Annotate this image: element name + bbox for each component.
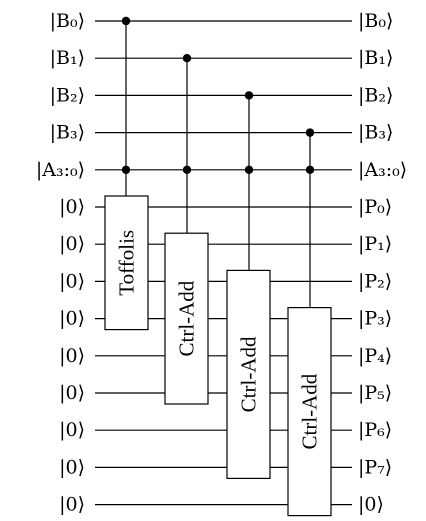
input-state-label: |B₀⟩ [50, 10, 85, 32]
input-state-label: |0⟩ [59, 456, 85, 478]
control-dot [182, 54, 192, 63]
gates-layer: Toffolis Ctrl-Add Ctrl-Add Ctrl-Add [104, 195, 332, 517]
output-state-label: |P₆⟩ [358, 419, 392, 441]
output-state-label: |P₅⟩ [358, 382, 392, 404]
input-state-label: |0⟩ [59, 270, 85, 292]
input-state-label: |0⟩ [59, 419, 85, 441]
gate-label: Ctrl-Add [237, 336, 261, 412]
gate-box [104, 195, 149, 331]
output-state-label: |P₄⟩ [358, 345, 392, 367]
input-state-label: |0⟩ [59, 494, 85, 516]
control-dot [305, 165, 315, 174]
output-state-label: |B₀⟩ [358, 10, 393, 32]
input-state-label: |0⟩ [59, 345, 85, 367]
output-state-label: |0⟩ [358, 494, 384, 516]
output-state-label: |P₂⟩ [358, 270, 392, 292]
output-state-label: |P₁⟩ [358, 233, 392, 255]
output-state-label: |A₃:₀⟩ [358, 159, 407, 181]
control-dot [182, 165, 192, 174]
gate-box [164, 232, 209, 405]
input-state-label: |0⟩ [59, 196, 85, 218]
input-state-label: |0⟩ [59, 382, 85, 404]
gate-label: Ctrl-Add [175, 280, 199, 356]
input-state-label: |0⟩ [59, 233, 85, 255]
input-state-label: |A₃:₀⟩ [36, 159, 85, 181]
input-state-label: |B₁⟩ [50, 47, 85, 69]
input-labels: |B₀⟩ |B₁⟩ |B₂⟩ |B₃⟩ |A₃:₀⟩ |0⟩ |0⟩ |0⟩ |0⟩ |0⟩ |0⟩… [36, 10, 85, 516]
control-dot [121, 16, 131, 26]
control-dot [244, 91, 254, 100]
output-state-label: |P₇⟩ [358, 456, 392, 478]
output-state-label: |P₃⟩ [358, 308, 392, 330]
gate-label: Toffolis [115, 230, 139, 296]
output-labels: |B₀⟩ |B₁⟩ |B₂⟩ |B₃⟩ |A₃:₀⟩ |P₀⟩ |P₁⟩ |P₂⟩ |P₃⟩ |P… [358, 10, 407, 516]
control-dot [244, 165, 254, 174]
gate-label: Ctrl-Add [298, 373, 322, 449]
gate-box [287, 307, 332, 517]
controls-layer [121, 16, 315, 308]
gate-box [226, 269, 271, 479]
control-dot [121, 165, 131, 174]
input-state-label: |B₂⟩ [50, 84, 85, 106]
output-state-label: |B₃⟩ [358, 122, 393, 144]
control-dot [305, 128, 315, 137]
input-state-label: |B₃⟩ [50, 122, 85, 144]
output-state-label: |B₁⟩ [358, 47, 393, 69]
output-state-label: |P₀⟩ [358, 196, 392, 218]
input-state-label: |0⟩ [59, 308, 85, 330]
output-state-label: |B₂⟩ [358, 84, 393, 106]
